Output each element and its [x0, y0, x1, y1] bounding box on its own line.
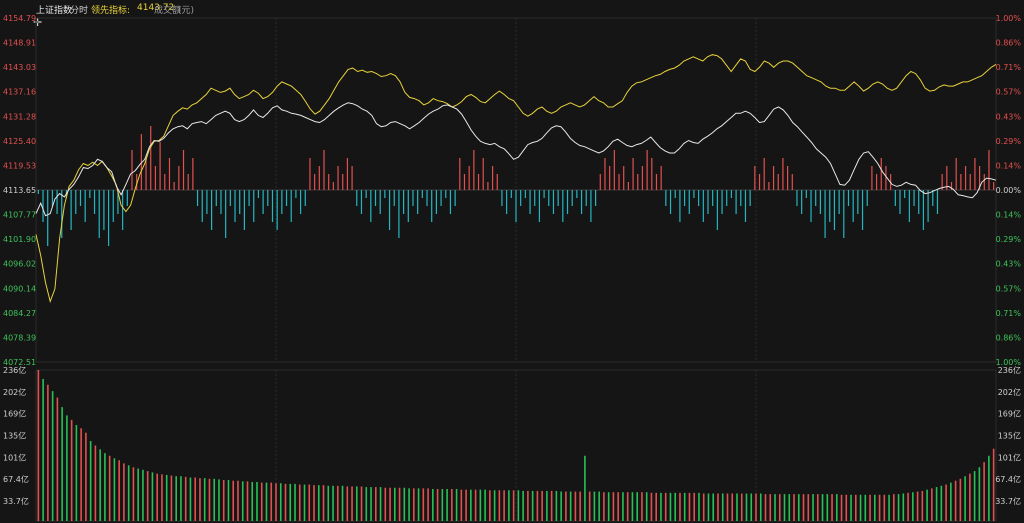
price-tick-label: 4154.79	[3, 14, 36, 23]
volume-tick-label: 236亿	[3, 365, 26, 375]
price-tick-label: 4090.14	[3, 284, 36, 293]
percent-tick-label: 0.14%	[996, 211, 1022, 220]
volume-axis-right: 236亿 202亿 169亿 135亿 101亿 67.4亿 33.7亿	[995, 365, 1021, 506]
price-tick-label: 4131.28	[3, 112, 36, 121]
signal-bars	[37, 126, 995, 246]
volume-tick-label: 101亿	[998, 452, 1021, 462]
volume-tick-label: 202亿	[998, 387, 1021, 397]
price-tick-label: 4119.53	[3, 161, 36, 170]
volume-axis-left: 236亿 202亿 169亿 135亿 101亿 67.4亿 33.7亿	[3, 365, 29, 506]
percent-tick-label: 0.43%	[996, 260, 1022, 269]
volume-tick-label: 67.4亿	[995, 474, 1021, 484]
index-name[interactable]: 上证指数	[36, 6, 73, 16]
price-tick-label: 4125.40	[3, 137, 36, 146]
volume-tick-label: 67.4亿	[3, 474, 29, 484]
price-tick-label: 4096.02	[3, 260, 36, 269]
volume-tick-label: 169亿	[3, 409, 26, 419]
mode-label[interactable]: 分时	[70, 6, 89, 16]
percent-axis-right: 1.00% 0.86% 0.71% 0.57% 0.43% 0.29% 0.14% 0.00%…	[996, 14, 1022, 367]
percent-tick-label: 0.71%	[996, 309, 1022, 318]
volume-tick-label: 33.7亿	[3, 496, 29, 506]
percent-tick-label: 0.43%	[996, 112, 1022, 121]
volume-tick-label: 169亿	[998, 409, 1021, 419]
volume-tick-label: 101亿	[3, 452, 26, 462]
price-tick-label: 4084.27	[3, 309, 36, 318]
volume-tick-label: 33.7亿	[995, 496, 1021, 506]
percent-tick-label: 0.29%	[996, 137, 1022, 146]
percent-tick-label: 0.71%	[996, 63, 1022, 72]
price-tick-label: 4101.90	[3, 235, 36, 244]
lead-indicator-label: 领先指标:	[91, 6, 131, 16]
price-tick-label: 4107.77	[3, 211, 36, 220]
percent-tick-label: 0.14%	[996, 161, 1022, 170]
volume-bars	[37, 370, 995, 521]
chart-header: 上证指数 分时 领先指标: 4143.72 成交额 (元)	[0, 0, 1024, 16]
percent-tick-label: 1.00%	[996, 14, 1022, 23]
price-tick-label: 4137.16	[3, 88, 36, 97]
grid-lines	[35, 17, 997, 522]
volume-tick-label: 202亿	[3, 387, 26, 397]
price-tick-label: 4113.65	[3, 186, 36, 195]
percent-tick-label: 0.00%	[996, 186, 1022, 195]
percent-tick-label: 1.00%	[996, 358, 1022, 367]
price-tick-label: 4078.39	[3, 333, 36, 342]
volume-tick-label: 236亿	[998, 365, 1021, 375]
volume-unit: (元)	[178, 6, 195, 16]
index-price-line	[35, 102, 997, 217]
percent-tick-label: 0.29%	[996, 235, 1022, 244]
price-tick-label: 4143.03	[3, 63, 36, 72]
percent-tick-label: 0.57%	[996, 88, 1022, 97]
lead-indicator-value: 4143.72	[137, 3, 175, 13]
percent-tick-label: 0.86%	[996, 333, 1022, 342]
percent-tick-label: 0.86%	[996, 39, 1022, 48]
crosshair-icon[interactable]: ✛	[33, 16, 43, 29]
price-axis-left: 4154.79 4148.91 4143.03 4137.16 4131.28 4125.…	[3, 14, 36, 367]
volume-tick-label: 135亿	[3, 431, 26, 441]
price-tick-label: 4148.91	[3, 39, 36, 48]
percent-tick-label: 0.57%	[996, 284, 1022, 293]
lead-indicator-line	[35, 54, 997, 304]
volume-label: 成交额	[154, 6, 182, 16]
volume-tick-label: 135亿	[998, 431, 1021, 441]
price-tick-label: 4072.51	[3, 358, 36, 367]
